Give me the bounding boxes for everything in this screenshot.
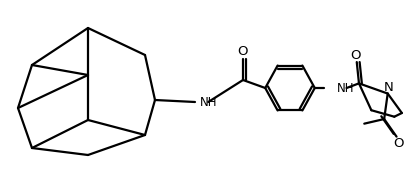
Text: O: O <box>351 49 361 62</box>
Text: NH: NH <box>200 96 217 109</box>
Text: NH: NH <box>337 82 354 95</box>
Text: N: N <box>384 81 394 94</box>
Text: O: O <box>393 137 404 150</box>
Text: O: O <box>237 45 247 58</box>
